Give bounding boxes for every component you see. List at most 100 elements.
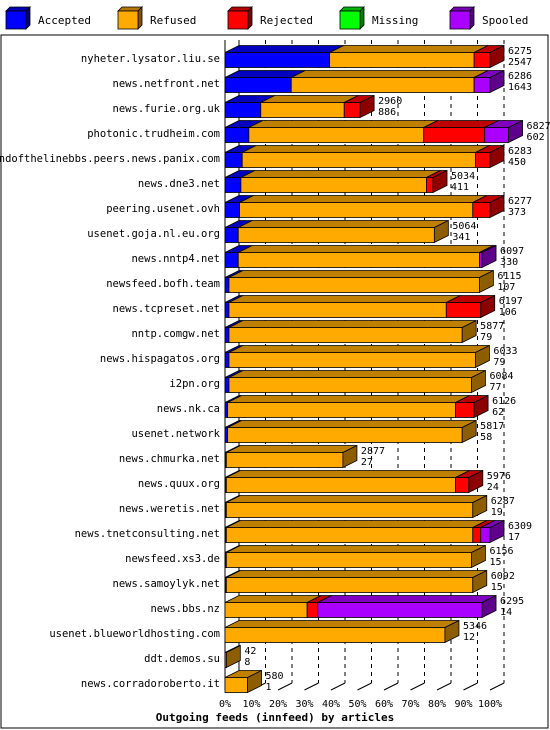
bar-segment-refused (237, 252, 480, 268)
bar-segment-refused (228, 352, 476, 368)
bar-offered-label: 5976 (487, 471, 511, 482)
bar-segment-refused-top (291, 70, 489, 78)
bar-accepted-label: 79 (480, 332, 492, 343)
bar-offered-label: 5034 (451, 171, 475, 182)
row-label: news.bbs.nz (150, 603, 220, 615)
bar-offered-label: 6097 (500, 246, 524, 257)
bar-segment-refused-top (239, 195, 487, 203)
bar-accepted-label: 15 (489, 557, 501, 568)
bar-accepted-label: 411 (451, 182, 469, 193)
legend-item-missing: Missing (339, 6, 418, 30)
bar-offered-label: 2960 (378, 96, 402, 107)
bar-segment-refused-top (238, 220, 449, 228)
bar-segment-spooled-side (481, 244, 497, 269)
bar-segment-refused (248, 127, 425, 143)
bar-segment-accepted (224, 127, 250, 143)
bar-segment-refused-side (471, 544, 486, 569)
legend-label: Refused (150, 14, 196, 27)
bar-segment-refused (227, 402, 456, 418)
bar-offered-label: 2877 (361, 446, 385, 457)
bar-accepted-label: 107 (497, 282, 515, 293)
bar-offered-label: 6309 (508, 521, 532, 532)
bar-segment-rejected-side (480, 294, 496, 319)
bar-segment-rejected (475, 152, 491, 168)
bar-offered-label: 6283 (508, 146, 532, 157)
grid-floor-line (383, 682, 399, 691)
bar-segment-accepted (224, 252, 239, 268)
bar-offered-label: 5064 (452, 221, 476, 232)
bar-segment-accepted (224, 377, 230, 393)
row-label: photonic.trudheim.com (87, 128, 220, 140)
bar-segment-refused-side (478, 269, 494, 294)
row-label: news.samoylyk.net (113, 578, 220, 590)
legend-label: Spooled (482, 14, 528, 27)
bar-segment-refused (260, 102, 345, 118)
row-labels: nyheter.lysator.liu.se news.netfront.net n… (0, 53, 221, 690)
bar-segment-rejected-side (489, 44, 505, 69)
grid-floor-line (357, 682, 372, 691)
bar-accepted-label: 17 (508, 532, 520, 543)
bar-segment-refused-side (225, 644, 241, 669)
bar-accepted-label: 373 (508, 207, 526, 218)
row-label: endofthelinebbs.peers.news.panix.com (0, 153, 220, 165)
bar-segment-accepted-top (224, 45, 344, 53)
x-tick-label: 30% (295, 699, 313, 710)
legend-swatch-side (25, 6, 31, 30)
bar-accepted-label: 602 (527, 132, 545, 143)
bar-accepted-label: 886 (378, 107, 396, 118)
plot-frame (0, 34, 549, 729)
x-axis-label: Outgoing feeds (innfeed) by articles (156, 711, 394, 724)
row-label: news.nk.ca (157, 403, 220, 415)
legend-label: Rejected (260, 14, 313, 27)
bar-segment-rejected (455, 402, 475, 418)
bar-segment-rejected-side (432, 169, 448, 194)
row-label: news.netfront.net (113, 78, 220, 90)
bar-accepted-label: 79 (493, 357, 505, 368)
row-label: news.tcpreset.net (113, 303, 220, 315)
row-label: news.chmurka.net (119, 453, 220, 465)
bar-segment-accepted (224, 352, 230, 368)
x-tick-label: 90% (454, 699, 472, 710)
row-label: nntp.comgw.net (131, 328, 220, 340)
x-tick-label: 10% (242, 699, 260, 710)
bar-segment-accepted (224, 52, 331, 68)
bar-offered-label: 6156 (489, 546, 513, 557)
x-tick-label: 40% (322, 699, 340, 710)
bar-offered-label: 6115 (497, 271, 521, 282)
legend-swatch (227, 10, 249, 30)
bar-segment-rejected-side (473, 394, 489, 419)
bar-accepted-label: 8 (244, 657, 250, 668)
bar-segment-refused (228, 277, 480, 293)
bar-accepted-label: 341 (452, 232, 470, 243)
bar-segment-rejected (425, 177, 434, 193)
bar-segment-refused (225, 502, 474, 518)
bar-accepted-label: 12 (463, 632, 475, 643)
bar-offered-label: 6033 (493, 346, 517, 357)
bar-segment-refused (227, 427, 463, 443)
legend-swatch (339, 10, 361, 30)
bar-accepted-label: 2547 (508, 57, 532, 68)
x-axis: 0% 10% 20% 30% 40% 50% 60% 70% 80% 90% 100% (219, 699, 502, 710)
bar-segment-spooled (317, 602, 483, 618)
bar-accepted-label: 58 (480, 432, 492, 443)
x-tick-label: 80% (428, 699, 446, 710)
bar-accepted-label: 77 (489, 382, 501, 393)
grid-floor-line (463, 682, 478, 691)
bar-segment-accepted (224, 227, 239, 243)
bar-segment-spooled (480, 527, 491, 543)
